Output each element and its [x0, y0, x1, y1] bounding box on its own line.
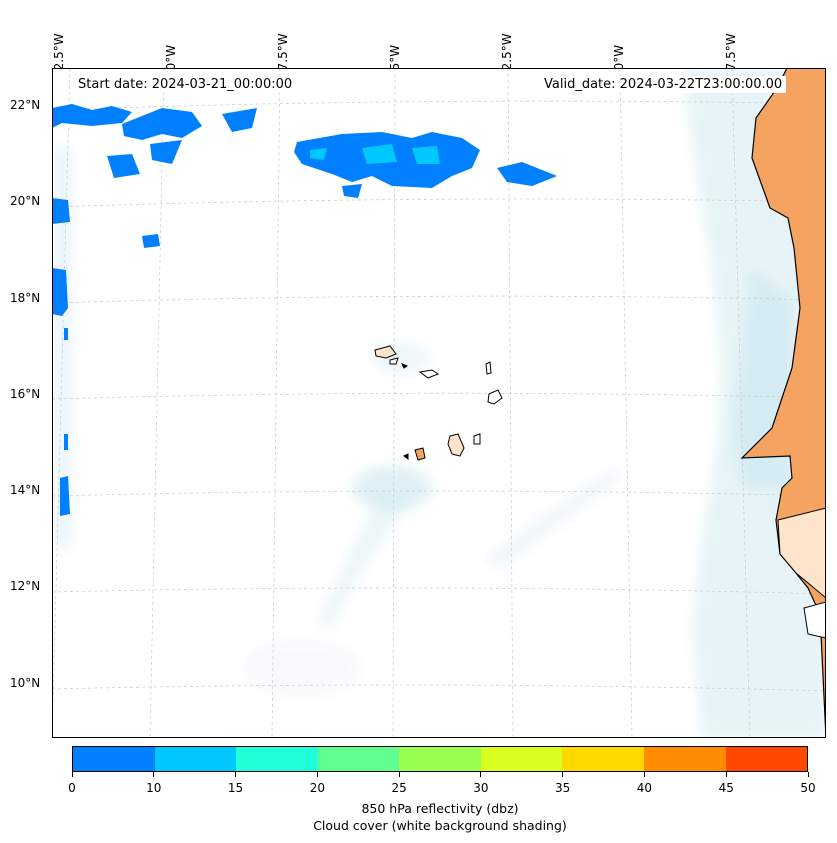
lat-label-20n: 20°N	[10, 194, 41, 208]
lat-label-10n: 10°N	[10, 676, 41, 690]
colorbar-label-line1: 850 hPa reflectivity (dbz)	[361, 801, 519, 816]
refl-central-band-core-1	[362, 144, 397, 164]
island-brava	[403, 453, 409, 460]
cloud-north-patch	[372, 342, 432, 374]
lat-label-16n: 16°N	[10, 387, 41, 401]
refl-west-blob-5	[107, 154, 140, 178]
island-santo-antao	[374, 345, 397, 359]
colorbar-segment-8	[725, 747, 808, 771]
island-fogo	[414, 447, 426, 461]
colorbar-tick-30	[480, 772, 482, 777]
colorbar-segment-7	[643, 747, 726, 771]
colorbar-segment-0	[73, 747, 155, 771]
coast-islands-south	[803, 601, 826, 639]
cloud-diagonal-streak	[317, 488, 412, 628]
cape-verde-islands	[374, 345, 503, 461]
reflectivity-patches	[52, 104, 557, 516]
cloud-cover-shading	[52, 68, 826, 738]
refl-west-blob-top	[52, 104, 132, 128]
cloud-island-plume	[352, 466, 432, 510]
colorbar-tick-25	[398, 772, 400, 777]
colorbar-tick-40	[643, 772, 645, 777]
colorbar-tick-15	[235, 772, 237, 777]
refl-central-band-core-3	[310, 148, 327, 160]
island-santiago	[447, 433, 465, 457]
refl-west-edge-20n	[52, 198, 70, 224]
refl-east-patch	[497, 162, 557, 186]
colorbar-tick-label-40: 40	[636, 781, 653, 795]
colorbar-label-line2: Cloud cover (white background shading)	[313, 818, 567, 833]
island-sao-vicente	[389, 357, 399, 365]
colorbar-tick-35	[562, 772, 564, 777]
colorbar-tick-0	[71, 772, 73, 777]
lat-label-14n: 14°N	[10, 483, 41, 497]
colorbar-segment-2	[236, 747, 318, 771]
refl-west-edge-dot-1	[64, 328, 68, 340]
colorbar-tick-label-10: 10	[146, 781, 162, 795]
refl-west-blob-2	[122, 108, 202, 140]
colorbar-tick-label-0: 0	[68, 781, 76, 795]
island-sao-nicolau	[418, 369, 440, 379]
colorbar-tick-20	[316, 772, 318, 777]
refl-west-edge-dot-2	[64, 434, 68, 450]
colorbar-tick-label-30: 30	[473, 781, 489, 795]
colorbar-tick-label-15: 15	[227, 781, 244, 795]
colorbar-tick-label-45: 45	[718, 781, 734, 795]
senegal-gambia-band	[777, 507, 826, 599]
colorbar-segment-4	[399, 747, 481, 771]
valid-date-label: Valid_date: 2024-03-22T23:00:00.00	[540, 76, 787, 93]
colorbar-tick-label-20: 20	[309, 781, 325, 795]
refl-central-band-core-2	[412, 146, 440, 164]
map-area	[52, 68, 826, 738]
lat-label-18n: 18°N	[10, 291, 41, 305]
refl-central-tail	[342, 184, 362, 198]
island-santa-luzia	[400, 363, 409, 369]
colorbar-tick-label-25: 25	[391, 781, 407, 795]
colorbar-tick-label-35: 35	[555, 781, 571, 795]
refl-west-blob-4	[222, 108, 257, 132]
colorbar-segment-1	[154, 747, 237, 771]
lat-label-12n: 12°N	[10, 579, 41, 593]
colorbar	[72, 746, 808, 772]
colorbar-segment-5	[480, 747, 563, 771]
refl-west-blob-3	[150, 140, 182, 164]
graticule	[52, 68, 826, 738]
colorbar-tick-label-50: 50	[800, 781, 816, 795]
island-maio	[473, 433, 481, 445]
cloud-south-west-patch	[242, 638, 362, 698]
map-svg	[52, 68, 826, 738]
refl-west-edge-18n	[52, 268, 68, 316]
start-date-label: Start date: 2024-03-21_00:00:00	[74, 76, 297, 93]
refl-west-edge-14n	[60, 476, 70, 516]
island-sal	[485, 361, 492, 375]
refl-island-20n	[142, 234, 160, 248]
colorbar-tick-45	[725, 772, 727, 777]
colorbar-tick-50	[807, 772, 809, 777]
colorbar-segment-3	[317, 747, 400, 771]
colorbar-segment-6	[562, 747, 644, 771]
colorbar-tick-10	[153, 772, 155, 777]
island-boa-vista	[487, 389, 503, 405]
lat-label-22n: 22°N	[10, 98, 41, 112]
cloud-south-streak	[482, 468, 622, 568]
